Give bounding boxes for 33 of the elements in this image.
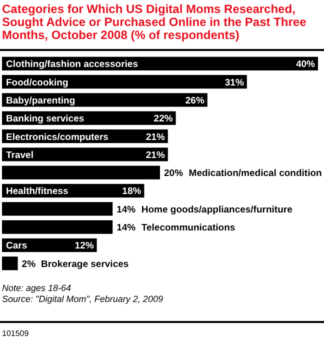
y-tick-label: Food/cooking	[6, 77, 68, 88]
data-label: 14%	[116, 204, 136, 216]
data-label: 21%	[146, 150, 166, 161]
y-tick-label: Electronics/computers	[6, 132, 108, 143]
data-label: 18%	[122, 186, 142, 198]
bar	[2, 166, 160, 180]
y-tick-label: Travel	[6, 150, 34, 161]
data-label: 40%	[296, 59, 316, 70]
y-tick-label: Cars	[6, 240, 28, 252]
bar	[2, 148, 168, 162]
data-label: 2%	[22, 258, 36, 270]
bar	[2, 202, 113, 216]
data-label: 22%	[154, 114, 174, 125]
data-label: 14%	[116, 222, 136, 234]
y-tick-label: Baby/parenting	[6, 95, 76, 106]
data-label: 21%	[146, 132, 166, 143]
data-label: 20%	[164, 168, 184, 180]
bar	[2, 256, 18, 270]
y-tick-label: Brokerage services	[41, 258, 129, 270]
chart-title: Categories for Which US Digital Moms Researched, Sought Advice or Purchased Online in the Past Three Months, October 2008 (% of respondents)	[2, 2, 307, 42]
y-tick-label: Health/fitness	[6, 186, 68, 198]
data-label: 12%	[74, 240, 94, 252]
source-note: Source: "Digital Mom", February 2, 2009	[2, 294, 163, 304]
data-label: 26%	[185, 95, 205, 106]
text: 101509	[2, 329, 30, 338]
data-label: 31%	[224, 77, 244, 88]
y-tick-label: Medication/medical condition	[188, 168, 322, 180]
y-tick-label: Telecommunications	[141, 222, 236, 234]
bar	[2, 220, 113, 234]
text: Note: ages 18-64	[2, 283, 72, 293]
y-tick-label: Home goods/appliances/furniture	[141, 204, 292, 216]
y-tick-label: Clothing/fashion accessories	[6, 59, 138, 70]
y-tick-label: Banking services	[6, 114, 84, 125]
